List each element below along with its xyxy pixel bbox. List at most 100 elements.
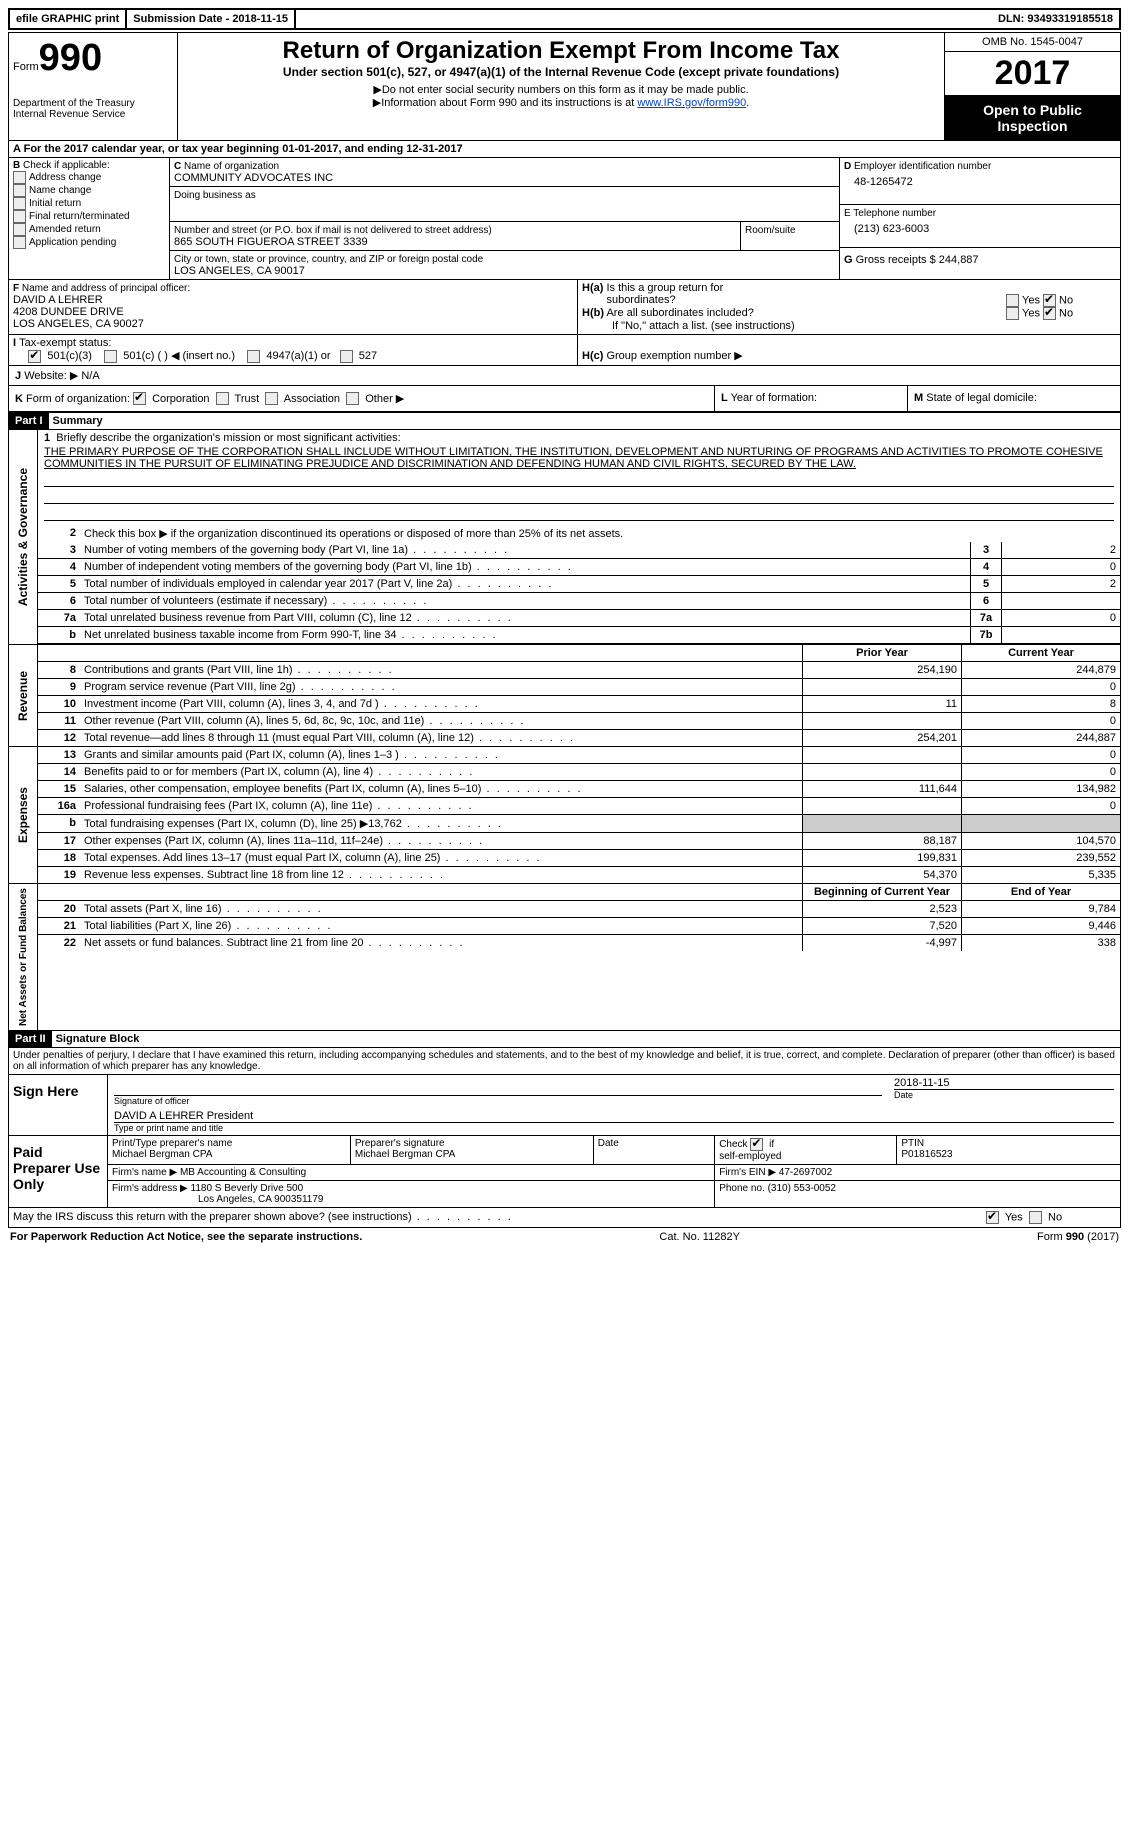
open-public-2: Inspection — [949, 118, 1116, 134]
city-label: City or town, state or province, country… — [174, 254, 483, 265]
firm-addr1: 1180 S Beverly Drive 500 — [191, 1183, 304, 1194]
chk-501c[interactable] — [104, 350, 117, 363]
prep-sig-l: Preparer's signature — [355, 1138, 445, 1149]
form-word: Form — [13, 61, 39, 73]
tax-year: 2017 — [945, 52, 1120, 96]
o-527: 527 — [359, 350, 377, 362]
efile-print: efile GRAPHIC print — [10, 10, 127, 28]
sig-date-label: Date — [894, 1089, 1114, 1100]
form-org-label: Form of organization: — [26, 393, 130, 405]
name-title-label: Type or print name and title — [114, 1122, 1114, 1133]
efile-dln: DLN: 93493319185518 — [992, 10, 1119, 28]
paid-preparer: Paid Preparer Use Only — [13, 1144, 103, 1192]
prep-date-l: Date — [598, 1138, 619, 1149]
hb-yes[interactable] — [1006, 307, 1019, 320]
chk-self-emp[interactable] — [750, 1138, 763, 1151]
chk-final[interactable] — [13, 210, 26, 223]
letter-b: B — [13, 160, 20, 171]
hc-label: Group exemption number ▶ — [606, 350, 742, 362]
omb-number: OMB No. 1545-0047 — [945, 33, 1120, 52]
mission-text: THE PRIMARY PURPOSE OF THE CORPORATION S… — [44, 446, 1114, 470]
k-other: Other ▶ — [365, 393, 404, 405]
chk-trust[interactable] — [216, 392, 229, 405]
k-trust: Trust — [235, 393, 260, 405]
dept-treasury: Department of the Treasury — [13, 98, 173, 109]
o-4947: 4947(a)(1) or — [266, 350, 330, 362]
org-name: COMMUNITY ADVOCATES INC — [174, 172, 333, 184]
side-exp: Expenses — [14, 783, 32, 847]
h-note: If "No," attach a list. (see instruction… — [582, 320, 1116, 332]
form-header: Form990 Department of the Treasury Inter… — [8, 32, 1121, 141]
irs-link[interactable]: www.IRS.gov/form990 — [637, 97, 746, 109]
part1-title: Summary — [49, 413, 107, 429]
chk-501c3[interactable] — [28, 350, 41, 363]
chk-4947[interactable] — [247, 350, 260, 363]
year-formation: Year of formation: — [731, 392, 817, 404]
form-subtitle: Under section 501(c), 527, or 4947(a)(1)… — [184, 65, 938, 79]
letter-c: C — [174, 161, 181, 172]
info-text: Information about Form 990 and its instr… — [381, 97, 637, 109]
room-label: Room/suite — [745, 225, 796, 236]
o-501c: 501(c) ( ) ◀ (insert no.) — [123, 350, 235, 362]
yes2: Yes — [1022, 307, 1040, 319]
sig-officer-label: Signature of officer — [114, 1095, 882, 1106]
discuss-text: May the IRS discuss this return with the… — [13, 1211, 412, 1223]
ptin-v: P01816523 — [901, 1149, 952, 1160]
discuss-no[interactable] — [1029, 1211, 1042, 1224]
cat-no: Cat. No. 11282Y — [659, 1231, 740, 1243]
chk-address-change[interactable] — [13, 171, 26, 184]
ein-value: 48-1265472 — [844, 172, 1116, 192]
prep-phone-l: Phone no. — [719, 1183, 765, 1194]
b-label: Check if applicable: — [23, 160, 110, 171]
dn: No — [1048, 1212, 1062, 1224]
dba-label: Doing business as — [174, 190, 256, 201]
ssn-warning: Do not enter social security numbers on … — [382, 84, 749, 96]
officer-name-title: DAVID A LEHRER President — [114, 1110, 1114, 1122]
chk-assoc[interactable] — [265, 392, 278, 405]
col-curr: Current Year — [961, 645, 1120, 661]
phone-label: Telephone number — [853, 208, 936, 219]
col-eoy: End of Year — [961, 884, 1120, 900]
officer-label: Name and address of principal officer: — [22, 283, 190, 294]
chk-app-pending[interactable] — [13, 236, 26, 249]
website-label: Website: ▶ — [24, 370, 78, 382]
opt-address: Address change — [29, 172, 101, 183]
section-b: B Check if applicable: Address change Na… — [9, 158, 170, 279]
sign-here: Sign Here — [13, 1083, 103, 1099]
firm-addr2: Los Angeles, CA 900351179 — [112, 1194, 323, 1205]
ptin-l: PTIN — [901, 1138, 924, 1149]
efile-sub-date: Submission Date - 2018-11-15 — [127, 10, 296, 28]
opt-amended: Amended return — [29, 224, 101, 235]
no1: No — [1059, 294, 1073, 306]
letter-d: D — [844, 161, 851, 172]
chk-name-change[interactable] — [13, 184, 26, 197]
open-public-1: Open to Public — [949, 102, 1116, 118]
discuss-yes[interactable] — [986, 1211, 999, 1224]
chk-initial[interactable] — [13, 197, 26, 210]
col-bcy: Beginning of Current Year — [802, 884, 961, 900]
gross-label: Gross receipts $ — [856, 254, 936, 266]
officer-name: DAVID A LEHRER — [13, 294, 103, 306]
k-assoc: Association — [284, 393, 340, 405]
o-501c3: 501(c)(3) — [47, 350, 92, 362]
chk-other[interactable] — [346, 392, 359, 405]
col-prior: Prior Year — [802, 645, 961, 661]
city-value: LOS ANGELES, CA 90017 — [174, 265, 305, 277]
street-label: Number and street (or P.O. box if mail i… — [174, 225, 492, 236]
gross-value: 244,887 — [939, 254, 979, 266]
side-net: Net Assets or Fund Balances — [16, 884, 31, 1030]
chk-527[interactable] — [340, 350, 353, 363]
yes1: Yes — [1022, 294, 1040, 306]
opt-pending: Application pending — [29, 237, 116, 248]
prep-name: Michael Bergman CPA — [112, 1149, 212, 1160]
section-a: A For the 2017 calendar year, or tax yea… — [8, 141, 1121, 158]
line2-text: Check this box ▶ if the organization dis… — [84, 528, 623, 540]
phone-value: (213) 623-6003 — [844, 219, 1116, 239]
c-name-label: Name of organization — [184, 161, 279, 172]
firm-addr-l: Firm's address ▶ — [112, 1183, 188, 1194]
hb-no[interactable] — [1043, 307, 1056, 320]
letter-f: F — [13, 283, 19, 294]
chk-amended[interactable] — [13, 223, 26, 236]
chk-corp[interactable] — [133, 392, 146, 405]
ha-yes[interactable] — [1006, 294, 1019, 307]
